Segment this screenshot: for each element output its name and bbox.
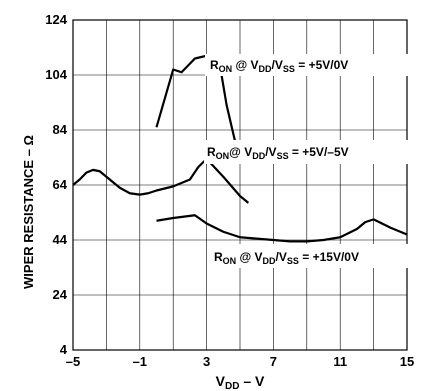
ann1-rsub: ON bbox=[219, 64, 233, 74]
ann3-r: R bbox=[214, 250, 223, 264]
ann2-vss: SS bbox=[277, 151, 289, 161]
x-tick-label: –1 bbox=[133, 354, 147, 369]
y-tick-label: 64 bbox=[53, 177, 68, 192]
x-axis-label: VDD – V bbox=[216, 373, 265, 391]
ann2-rsub: ON bbox=[216, 151, 230, 161]
series-line-2 bbox=[72, 157, 250, 204]
series-line-1 bbox=[155, 54, 237, 142]
ann2-at: @ V bbox=[229, 145, 252, 159]
x-tick-label: 7 bbox=[270, 354, 277, 369]
y-tick-label: 24 bbox=[53, 287, 68, 302]
ann3-rsub: ON bbox=[223, 256, 237, 266]
ann1-rest: = +5V/0V bbox=[295, 58, 348, 72]
x-tick-label: 3 bbox=[203, 354, 210, 369]
ann1-slash: /V bbox=[272, 58, 283, 72]
y-axis-label: WIPER RESISTANCE – Ω bbox=[21, 135, 36, 289]
ann3-slash: /V bbox=[276, 250, 287, 264]
annotation-series-1: RON @ VDD/VSS = +5V/0V bbox=[205, 54, 409, 76]
svg-text:RON@ VDD/VSS = +5V/–5V: RON@ VDD/VSS = +5V/–5V bbox=[207, 145, 349, 161]
y-tick-label: 84 bbox=[53, 122, 68, 137]
y-tick-label: 104 bbox=[45, 67, 67, 82]
ann2-slash: /V bbox=[265, 145, 276, 159]
y-tick-label: 44 bbox=[53, 232, 68, 247]
ann1-r: R bbox=[210, 58, 219, 72]
annotation-series-3: RON @ VDD/VSS = +15V/0V bbox=[210, 244, 409, 268]
series-line-3 bbox=[156, 214, 408, 243]
ann2-vdd: DD bbox=[252, 151, 265, 161]
ann3-vss: SS bbox=[287, 256, 299, 266]
y-tick-label: 124 bbox=[45, 12, 67, 27]
x-tick-label: 15 bbox=[400, 354, 414, 369]
svg-text:RON @ VDD/VSS = +15V/0V: RON @ VDD/VSS = +15V/0V bbox=[214, 250, 359, 266]
x-axis-label-sub: DD bbox=[225, 381, 239, 391]
ann2-rest: = +5V/–5V bbox=[289, 145, 349, 159]
annotation-series-2: RON@ VDD/VSS = +5V/–5V bbox=[204, 140, 410, 164]
ann1-at: @ V bbox=[232, 58, 258, 72]
x-tick-label: 11 bbox=[333, 354, 347, 369]
ann1-vss: SS bbox=[283, 64, 295, 74]
ann3-at: @ V bbox=[236, 250, 262, 264]
ann3-rest: = +15V/0V bbox=[299, 250, 359, 264]
x-axis-label-suffix: – V bbox=[239, 373, 265, 389]
ann1-vdd: DD bbox=[259, 64, 272, 74]
y-tick-label: 4 bbox=[60, 342, 68, 357]
x-axis-label-main: V bbox=[216, 373, 226, 389]
tick-labels: –5 –1 3 7 11 15 4 24 44 64 84 104 124 bbox=[45, 12, 414, 369]
x-tick-label: –5 bbox=[66, 354, 80, 369]
ann2-r: R bbox=[207, 145, 216, 159]
svg-text:RON @ VDD/VSS = +5V/0V: RON @ VDD/VSS = +5V/0V bbox=[210, 58, 348, 74]
ann3-vdd: DD bbox=[263, 256, 276, 266]
